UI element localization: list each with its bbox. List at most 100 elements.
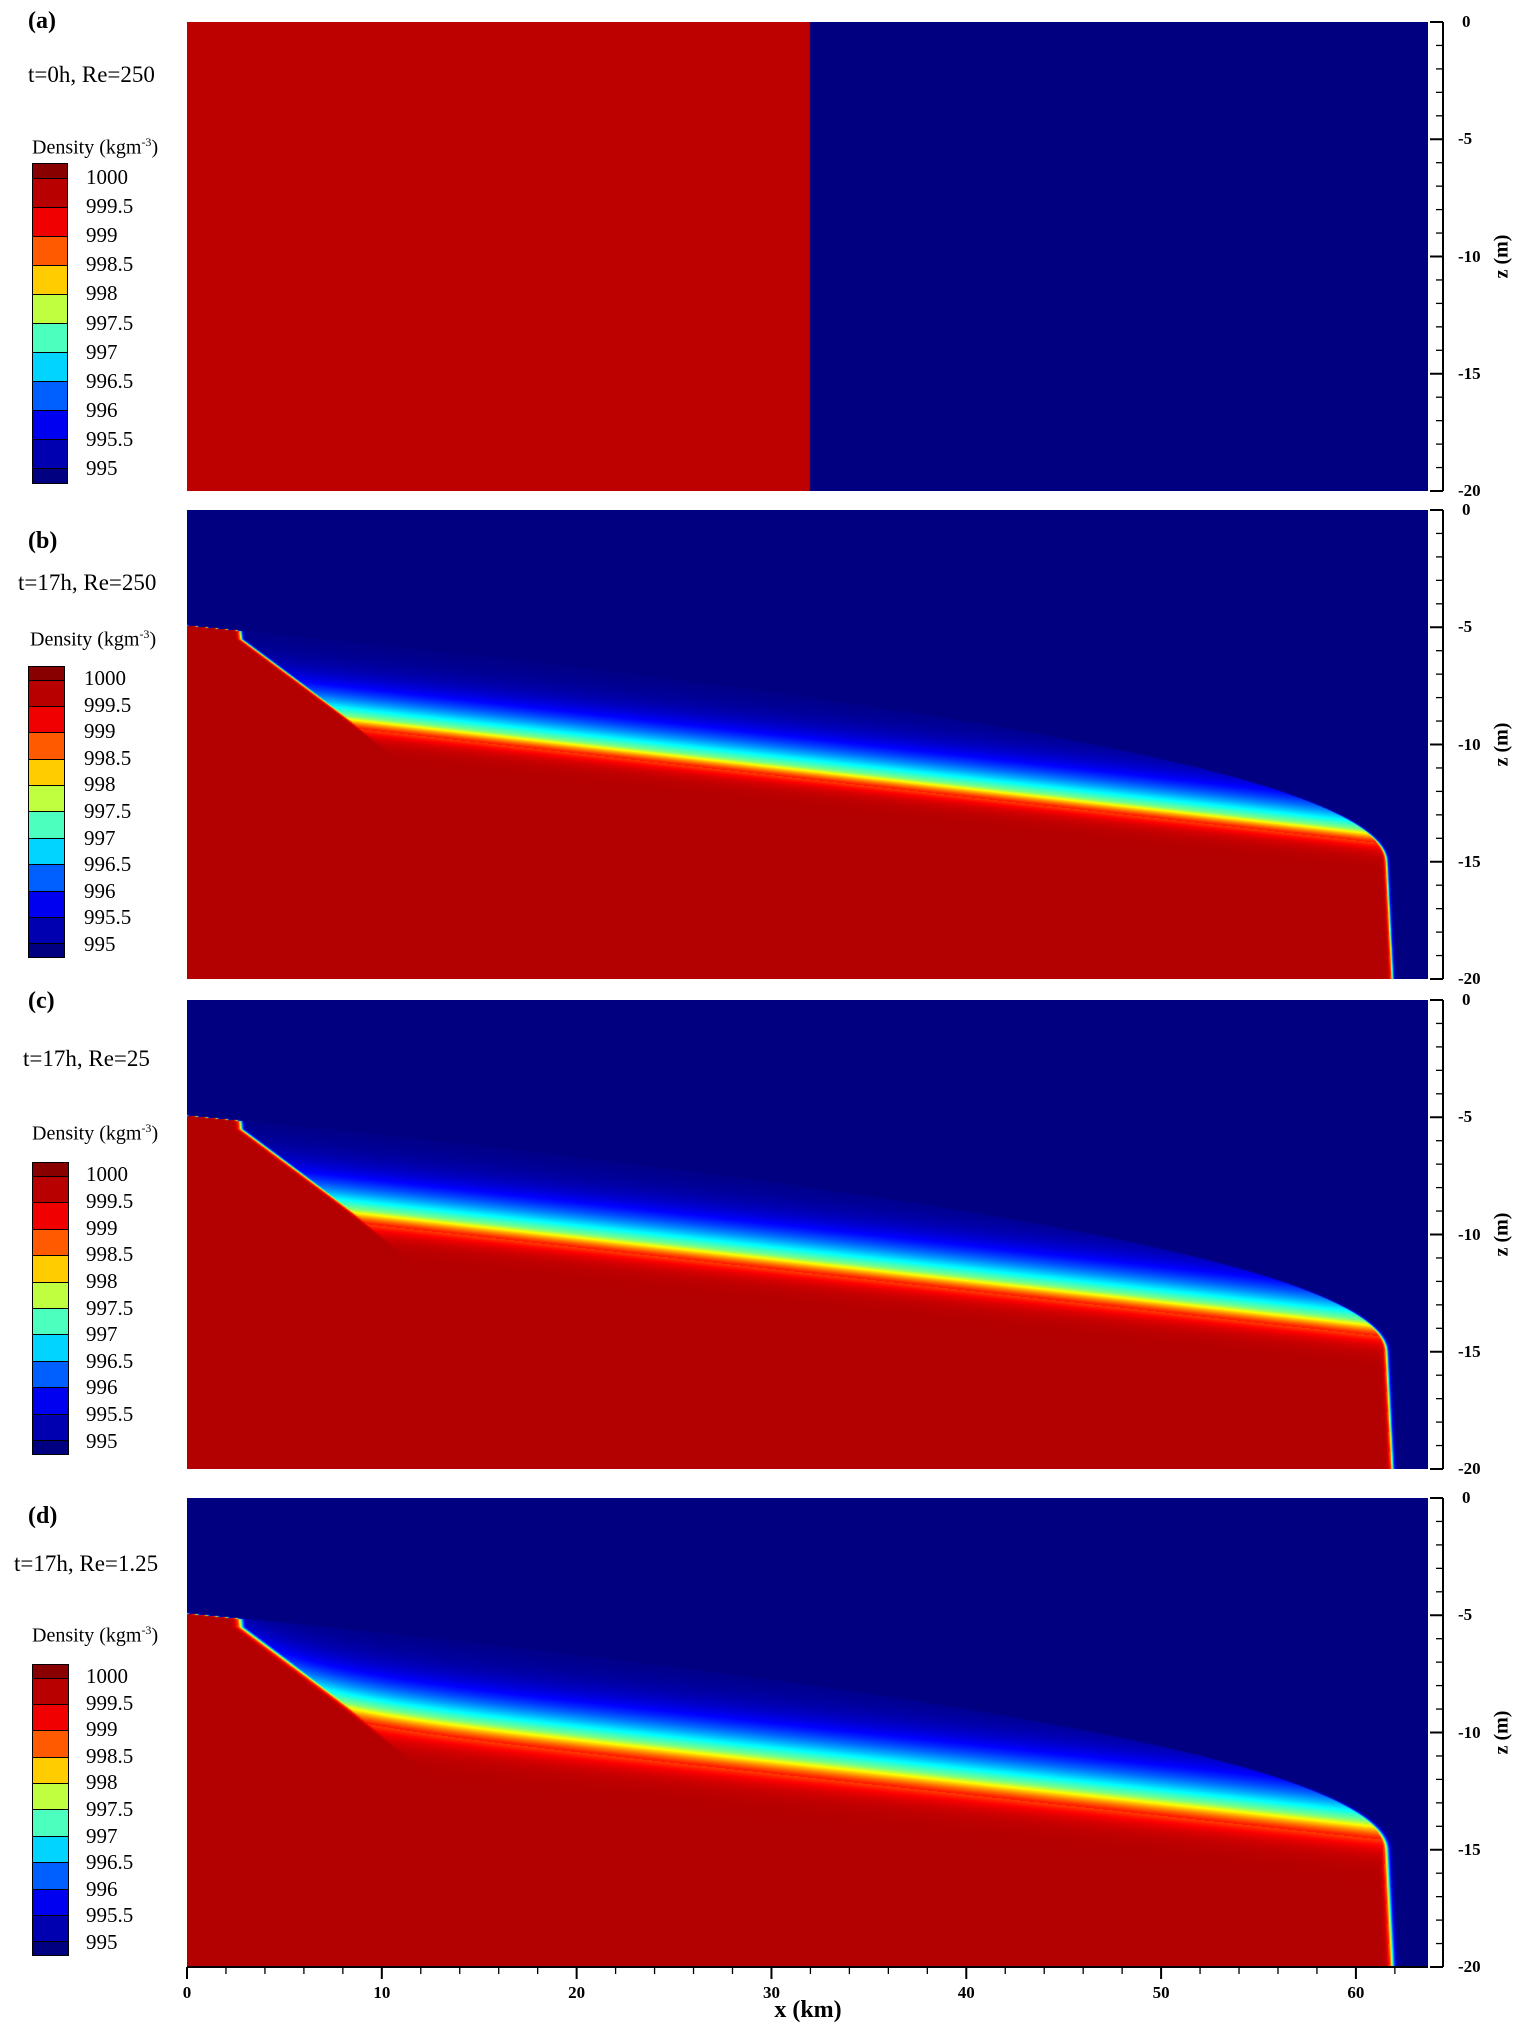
colorbar-title-text: Density (kgm [32,136,142,159]
colorbar-title-close: ) [149,628,157,651]
colorbar-band [29,732,64,759]
z-tick-label: -10 [1458,246,1481,266]
z-tick-label: 0 [1462,500,1471,519]
colorbar-tick-label: 996 [86,1375,118,1400]
colorbar-band [33,468,67,483]
colorbar-title-close: ) [151,136,159,159]
colorbar-tick-label: 996.5 [86,1348,134,1373]
colorbar-band [29,916,64,944]
colorbar-tick-label: 995 [86,1929,118,1954]
z-tick-label: -20 [1458,1957,1481,1976]
colorbar-band [29,864,64,891]
z-tick-label: -10 [1458,734,1481,754]
colorbar-band [33,1941,68,1955]
z-tick-label: -20 [1458,969,1481,988]
density-field-b [187,510,1428,979]
colorbar-band [33,1281,68,1308]
x-tick-label: 20 [568,1983,586,2002]
colorbar-tick-label: 1000 [86,1162,128,1187]
z-axis-title: z (m) [1490,1710,1513,1754]
colorbar-tick-label: 995.5 [86,427,134,452]
colorbar-tick-label: 995.5 [86,1903,134,1928]
colorbar-band [33,381,67,410]
x-axis-title: x (km) [774,1997,842,2023]
colorbar-band [33,323,67,352]
colorbar-tick-label: 999.5 [84,692,132,717]
z-tick-label: -5 [1458,1605,1473,1625]
colorbar-band [33,1202,68,1229]
colorbar-band [33,265,67,294]
colorbar-band [33,439,67,468]
x-tick-label: 10 [373,1983,391,2002]
z-tick-label: -10 [1458,1224,1481,1244]
colorbar-band [33,352,67,381]
colorbar-tick-label: 998 [84,772,116,797]
colorbar-band [33,1334,68,1361]
density-field-c [187,1000,1428,1469]
panel-label: (d) [28,1503,58,1529]
x-tick-label: 40 [957,1983,975,2002]
z-axis [1430,21,1444,492]
colorbar-band [33,1440,68,1454]
z-tick-label: -5 [1458,617,1473,637]
colorbar-title-sup: -3 [141,1623,152,1637]
panel-label: (a) [28,8,56,34]
colorbar-tick-label: 997 [86,339,118,364]
colorbar-band [33,1665,68,1678]
x-tick-label: 0 [182,1983,192,2002]
colorbar-title: Density (kgm-3) [32,1623,158,1648]
colorbar-tick-label: 997.5 [86,1797,134,1821]
colorbar-title: Density (kgm-3) [32,135,158,160]
colorbar-band [33,410,67,439]
z-tick-label: -15 [1458,851,1481,871]
colorbar-band [29,706,64,733]
z-tick-label: 0 [1462,1488,1471,1507]
colorbar-tick-label: 998.5 [84,745,132,770]
colorbar-tick-label: 999.5 [86,1188,134,1213]
colorbar-tick-label: 998.5 [86,252,134,277]
colorbar-tick-label: 999 [84,719,116,744]
colorbar [32,1664,69,1956]
colorbar-tick-label: 995 [86,456,118,481]
colorbar-band [29,837,64,865]
colorbar-tick-label: 999.5 [86,1690,134,1715]
z-axis-title: z (m) [1490,722,1513,766]
colorbar-title-close: ) [151,1624,159,1647]
colorbar-tick-label: 998.5 [86,1743,134,1768]
z-axis-title: z (m) [1490,234,1513,278]
colorbar-band [33,1888,68,1915]
colorbar-tick-label: 996.5 [86,1850,134,1875]
z-tick-label: 0 [1462,990,1471,1009]
colorbar-band [33,1175,68,1203]
colorbar-title-text: Density (kgm [32,1624,142,1647]
colorbar-band [33,1835,68,1863]
panel-title: t=17h, Re=250 [18,570,157,595]
z-tick-label: -5 [1458,129,1473,149]
colorbar-band [33,1255,68,1282]
panel-title: t=17h, Re=1.25 [14,1551,159,1576]
colorbar-band [33,1862,68,1889]
colorbar-band [33,1756,68,1784]
colorbar-band [29,890,64,917]
z-tick-label: 0 [1462,12,1471,31]
z-tick-label: -20 [1458,1459,1481,1478]
colorbar-tick-label: 996.5 [86,368,134,393]
colorbar-tick-label: 995 [86,1428,118,1453]
panel-title: t=0h, Re=250 [28,62,155,87]
colorbar-tick-label: 997 [84,825,116,850]
colorbar-tick-label: 996 [84,878,116,903]
colorbar-title-text: Density (kgm [32,1122,142,1145]
colorbar-band [33,1809,68,1836]
colorbar-tick-label: 998 [86,281,118,306]
colorbar-band [33,1704,68,1731]
colorbar-band [29,811,64,838]
colorbar-tick-label: 999.5 [86,193,134,218]
density-field-d [187,1498,1428,1967]
colorbar-band [33,1914,68,1942]
colorbar-band [29,667,64,680]
colorbar-band [29,943,64,957]
colorbar-band [33,178,67,207]
colorbar-band [33,1308,68,1335]
colorbar-tick-label: 998.5 [86,1242,134,1267]
colorbar-title: Density (kgm-3) [32,1121,158,1146]
